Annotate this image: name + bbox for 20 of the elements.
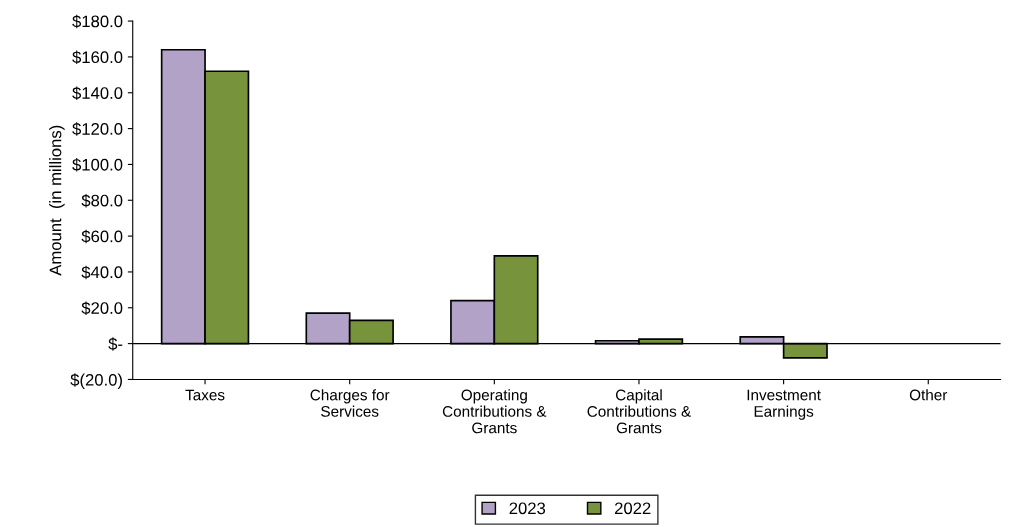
y-tick-label: $160.0 — [72, 50, 123, 65]
y-tick-label: $20.0 — [81, 301, 123, 315]
x-tick-label: Investment Earnings — [747, 389, 821, 420]
y-tick-label: $180.0 — [72, 14, 123, 29]
y-tick-label: $40.0 — [81, 265, 123, 280]
y-tick-label: $60.0 — [81, 229, 123, 244]
y-tick-label: $140.0 — [72, 86, 123, 100]
y-axis-title: Amount (in millions) — [49, 125, 65, 276]
x-tick-label: Capital Contributions & Grants — [587, 389, 691, 434]
y-tick-label: $80.0 — [81, 193, 123, 208]
legend-label: 2022 — [614, 502, 651, 515]
x-tick-label: Operating Contributions & Grants — [442, 389, 547, 434]
legend-label: 2023 — [509, 502, 546, 515]
y-tick-label: $120.0 — [72, 122, 123, 136]
x-tick-label: Taxes — [185, 389, 225, 401]
x-tick-label: Other — [909, 389, 948, 401]
y-tick-label: $(20.0) — [70, 373, 122, 390]
y-tick-label: $100.0 — [72, 158, 123, 172]
x-tick-label: Charges for Services — [310, 389, 390, 417]
y-tick-label: $- — [108, 337, 123, 351]
